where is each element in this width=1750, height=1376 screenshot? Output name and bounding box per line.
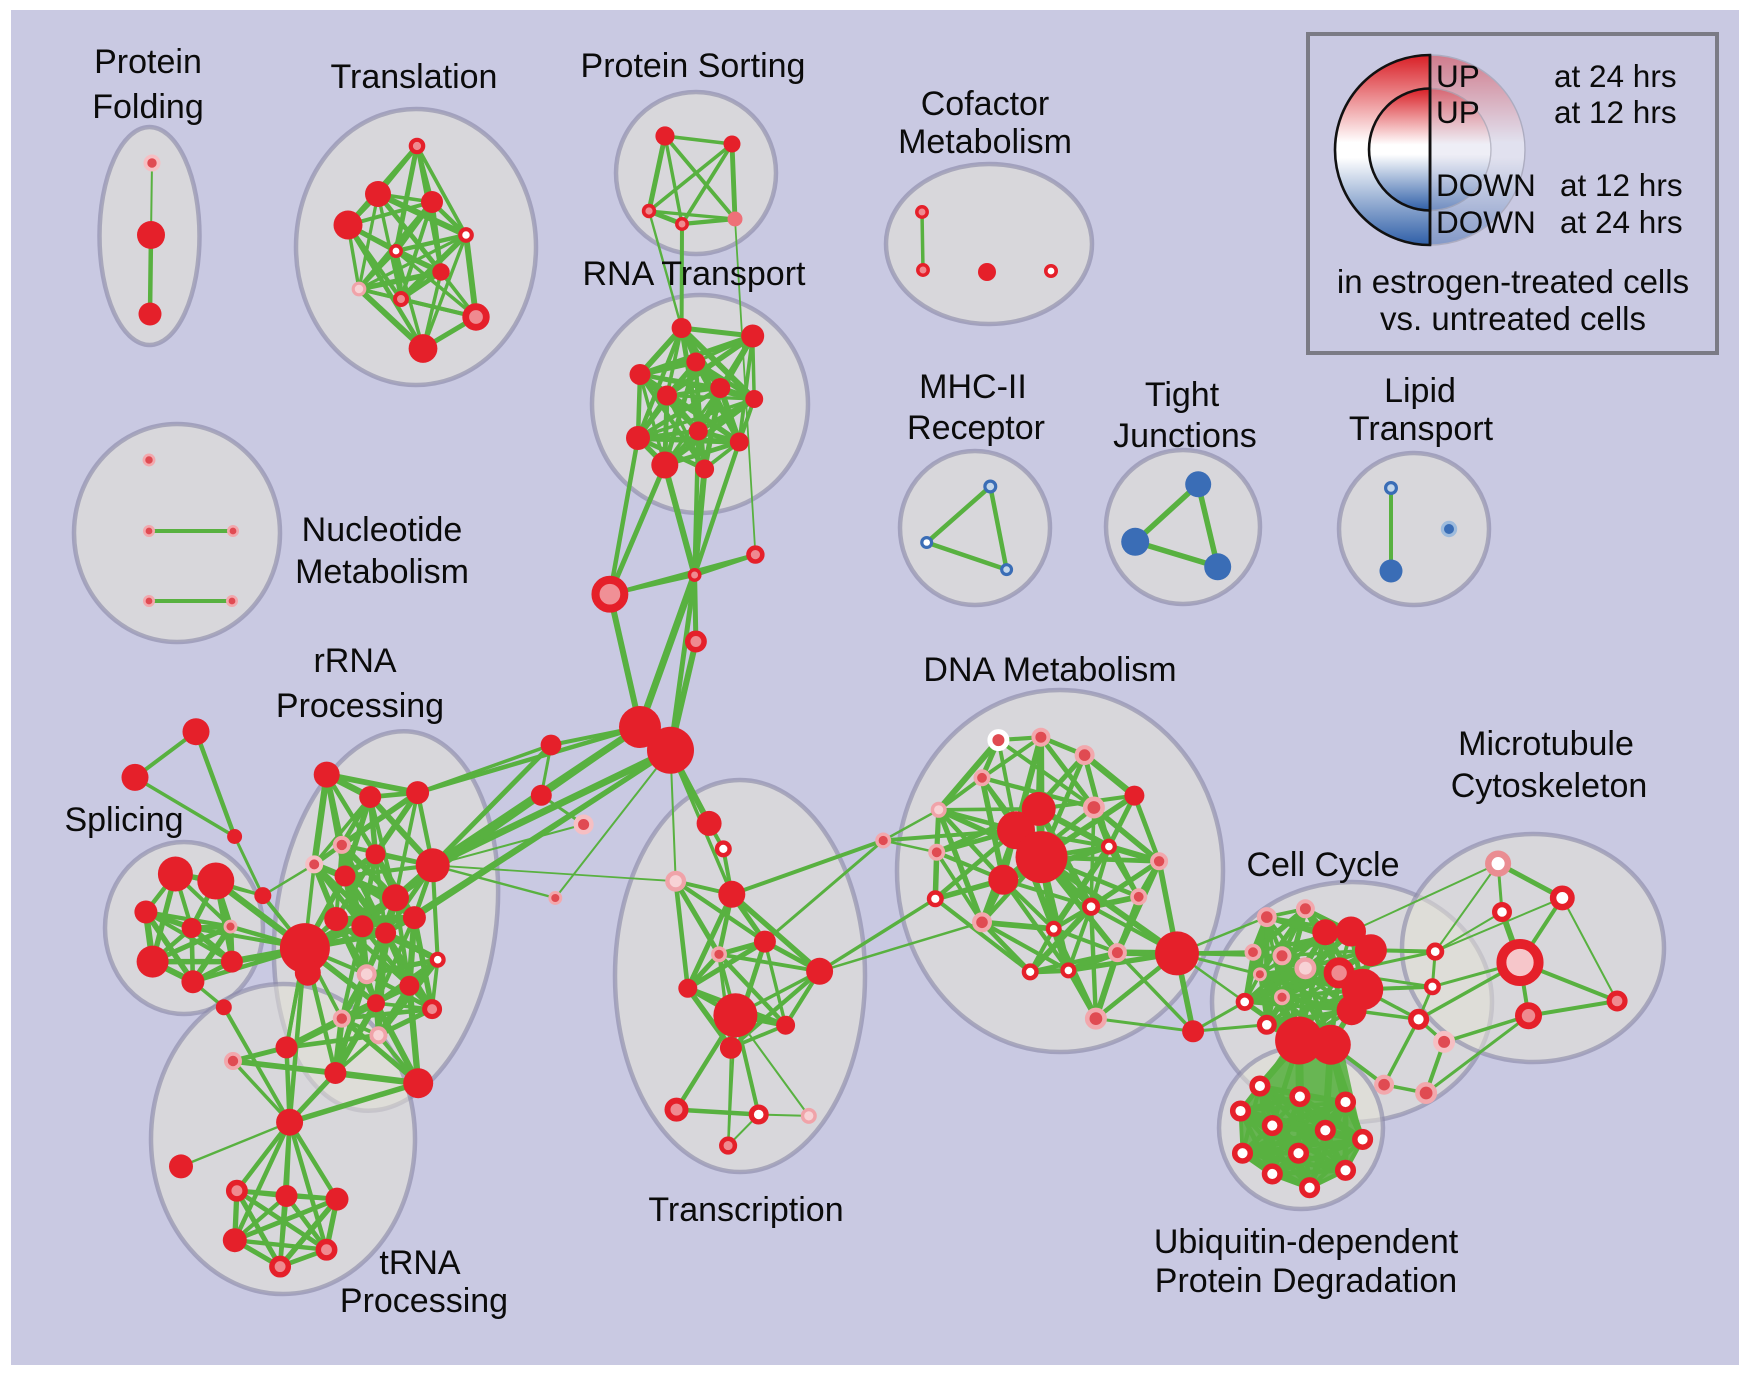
svg-text:Processing: Processing (340, 1282, 508, 1320)
svg-text:Metabolism: Metabolism (898, 123, 1072, 161)
svg-text:Ubiquitin-dependent: Ubiquitin-dependent (1154, 1223, 1459, 1261)
svg-text:Protein Sorting: Protein Sorting (581, 47, 806, 85)
svg-text:Junctions: Junctions (1113, 417, 1257, 455)
svg-text:Cytoskeleton: Cytoskeleton (1451, 767, 1648, 805)
svg-text:at 24 hrs: at 24 hrs (1554, 58, 1677, 94)
svg-text:Folding: Folding (92, 88, 204, 126)
svg-text:Tight: Tight (1145, 376, 1220, 414)
svg-text:Protein: Protein (94, 43, 202, 81)
svg-text:Microtubule: Microtubule (1458, 725, 1634, 763)
svg-text:DOWN: DOWN (1436, 204, 1536, 240)
svg-text:UP: UP (1436, 94, 1480, 130)
svg-text:Translation: Translation (331, 58, 498, 96)
svg-text:Receptor: Receptor (907, 409, 1045, 447)
svg-text:tRNA: tRNA (379, 1244, 461, 1282)
svg-text:at 12 hrs: at 12 hrs (1554, 94, 1677, 130)
svg-text:vs. untreated cells: vs. untreated cells (1380, 300, 1646, 337)
svg-text:in estrogen-treated cells: in estrogen-treated cells (1337, 263, 1689, 300)
svg-text:at 12 hrs: at 12 hrs (1560, 167, 1683, 203)
svg-text:UP: UP (1436, 58, 1480, 94)
svg-text:Lipid: Lipid (1384, 372, 1456, 410)
svg-text:Nucleotide: Nucleotide (302, 511, 463, 549)
svg-text:Metabolism: Metabolism (295, 553, 469, 591)
svg-text:rRNA: rRNA (313, 642, 396, 680)
svg-text:Cofactor: Cofactor (921, 85, 1050, 123)
svg-text:Protein Degradation: Protein Degradation (1155, 1262, 1457, 1300)
svg-text:MHC-II: MHC-II (919, 368, 1027, 406)
svg-text:Cell Cycle: Cell Cycle (1246, 846, 1399, 884)
svg-text:DOWN: DOWN (1436, 167, 1536, 203)
svg-text:RNA Transport: RNA Transport (583, 255, 807, 293)
svg-text:Splicing: Splicing (64, 801, 183, 839)
svg-text:DNA Metabolism: DNA Metabolism (923, 651, 1176, 689)
svg-text:Processing: Processing (276, 687, 444, 725)
svg-text:Transport: Transport (1349, 410, 1494, 448)
svg-text:Transcription: Transcription (648, 1191, 843, 1229)
svg-text:at 24 hrs: at 24 hrs (1560, 204, 1683, 240)
